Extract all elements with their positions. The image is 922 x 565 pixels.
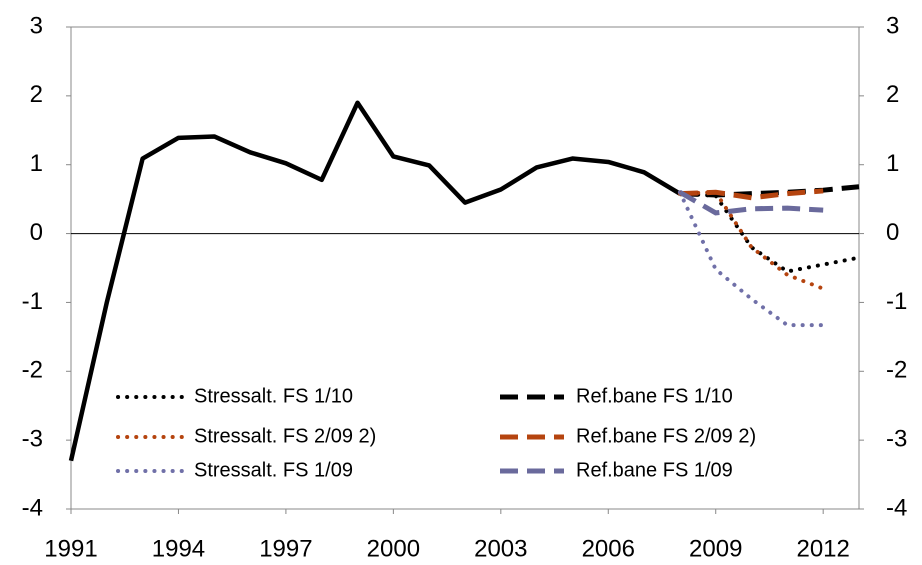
y-tick-label: 3 [30,12,43,39]
x-tick-label: 2006 [582,535,635,562]
y2-tick-label: -2 [886,357,907,384]
y-tick-label: 2 [30,81,43,108]
y-tick-label: 0 [30,219,43,246]
y2-tick-label: -3 [886,425,907,452]
plot-frame [70,26,860,510]
legend-label: Ref.bane FS 1/09 [576,459,733,481]
series-line [677,190,826,291]
y-tick-label: -4 [22,494,43,521]
x-tick-label: 2000 [367,535,420,562]
x-tick-label: 1991 [44,535,97,562]
y-tick-label: -1 [22,288,43,315]
y2-tick-label: 1 [886,150,899,177]
x-tick-label: 2012 [796,535,849,562]
series-line [68,100,682,462]
series-line [677,190,826,328]
legend-label: Ref.bane FS 1/10 [576,385,733,407]
legend-label: Stressalt. FS 1/09 [194,459,353,481]
x-tick-label: 2009 [689,535,742,562]
y2-tick-label: 0 [886,219,899,246]
series-line [678,190,824,216]
y2-tick-label: 2 [886,81,899,108]
x-tick-label: 1994 [152,535,205,562]
y-tick-label: -2 [22,357,43,384]
y2-tick-label: 3 [886,12,899,39]
x-tick-label: 1997 [259,535,312,562]
y2-tick-label: -4 [886,494,907,521]
legend-label: Stressalt. FS 1/10 [194,385,353,407]
legend-label: Stressalt. FS 2/09 2) [194,425,376,447]
y-tick-label: 1 [30,150,43,177]
legend-label: Ref.bane FS 2/09 2) [576,425,756,447]
series-line [679,188,824,201]
y2-tick-label: -1 [886,288,907,315]
y-tick-label: -3 [22,425,43,452]
series-line [677,191,861,274]
x-tick-label: 2003 [474,535,527,562]
